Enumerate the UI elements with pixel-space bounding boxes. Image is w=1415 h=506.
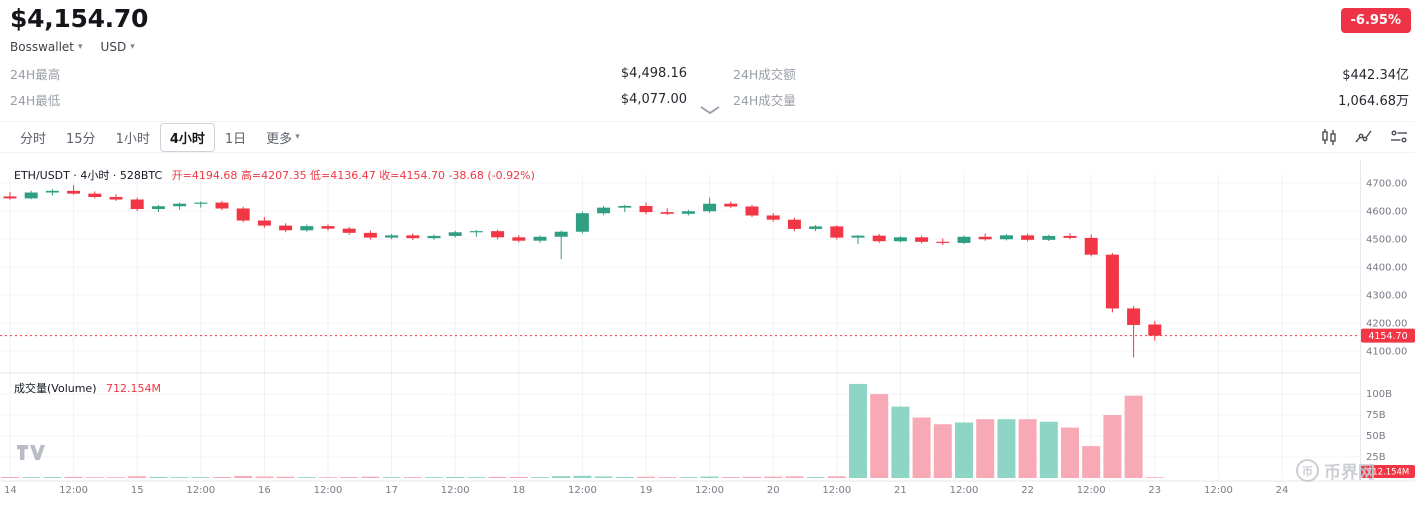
stats-panel: 24H最高 $4,498.16 24H成交额 $442.34亿 24H最低 $4… — [10, 64, 1409, 109]
svg-text:4100.00: 4100.00 — [1366, 347, 1407, 358]
svg-text:19: 19 — [640, 485, 653, 496]
svg-text:23: 23 — [1148, 485, 1161, 496]
svg-text:4500.00: 4500.00 — [1366, 235, 1407, 246]
svg-text:4700.00: 4700.00 — [1366, 179, 1407, 190]
wallet-selector[interactable]: Bosswallet ▾ — [10, 40, 83, 54]
stat-24h-low: 24H最低 $4,077.00 — [10, 90, 687, 109]
svg-text:50B: 50B — [1366, 431, 1386, 442]
svg-text:25B: 25B — [1366, 452, 1386, 463]
volume-legend: 成交量(Volume) 712.154M — [14, 380, 161, 396]
chevron-down-icon — [700, 106, 720, 115]
svg-text:12:00: 12:00 — [441, 485, 470, 496]
stat-24h-high: 24H最高 $4,498.16 — [10, 64, 687, 83]
chevron-down-icon: ▾ — [78, 42, 83, 52]
tab-label: 4小时 — [169, 131, 205, 147]
tab-interval-time[interactable]: 分时 — [10, 123, 56, 152]
svg-text:4154.70: 4154.70 — [1368, 331, 1407, 342]
svg-text:4200.00: 4200.00 — [1366, 319, 1407, 330]
svg-text:18: 18 — [512, 485, 525, 496]
chart-settings-icon[interactable] — [1389, 127, 1409, 147]
svg-text:15: 15 — [131, 485, 144, 496]
tab-label: 分时 — [20, 131, 47, 147]
tab-label: 15分 — [66, 131, 96, 147]
svg-text:4600.00: 4600.00 — [1366, 207, 1407, 218]
stat-value: $442.34亿 — [1342, 68, 1409, 83]
wallet-selector-label: Bosswallet — [10, 40, 75, 54]
svg-text:4400.00: 4400.00 — [1366, 263, 1407, 274]
svg-text:12:00: 12:00 — [186, 485, 215, 496]
tab-interval-1h[interactable]: 1小时 — [106, 123, 160, 152]
svg-text:12:00: 12:00 — [1077, 485, 1106, 496]
chart-area: 4700.00 4600.00 4500.00 4400.00 4300.00 4200.… — [0, 160, 1415, 506]
source-selectors: Bosswallet ▾ USD ▾ — [10, 40, 135, 54]
stat-label: 24H最高 — [10, 67, 61, 82]
tab-interval-4h-active[interactable]: 4小时 — [159, 122, 215, 152]
svg-text:712.154M: 712.154M — [1367, 468, 1409, 478]
stat-label: 24H成交量 — [733, 93, 796, 108]
current-price: $4,154.70 — [10, 4, 149, 33]
ohlc-readout: ETH/USDT · 4小时 · 528BTC 开=4194.68 高=4207… — [14, 167, 535, 183]
stat-24h-amount: 24H成交额 $442.34亿 — [687, 64, 1409, 83]
svg-text:12:00: 12:00 — [822, 485, 851, 496]
tab-more-intervals[interactable]: 更多 ▾ — [256, 123, 310, 152]
svg-text:12:00: 12:00 — [59, 485, 88, 496]
svg-text:12:00: 12:00 — [568, 485, 597, 496]
svg-text:20: 20 — [767, 485, 780, 496]
price-volume-chart[interactable]: 4700.00 4600.00 4500.00 4400.00 4300.00 4200.… — [0, 160, 1415, 506]
collapse-stats-button[interactable] — [697, 101, 723, 115]
ohlc-values: 开=4194.68 高=4207.35 低=4136.47 收=4154.70 … — [171, 169, 535, 182]
stat-24h-volume: 24H成交量 1,064.68万 — [687, 90, 1409, 109]
interval-toolbar: 分时 15分 1小时 4小时 1日 更多 ▾ — [0, 121, 1415, 153]
svg-text:100B: 100B — [1366, 389, 1392, 400]
svg-text:17: 17 — [385, 485, 398, 496]
svg-text:14: 14 — [4, 485, 17, 496]
symbol-info: ETH/USDT · 4小时 · 528BTC — [14, 169, 163, 182]
tab-label: 1日 — [224, 131, 247, 147]
stat-value: $4,498.16 — [620, 66, 687, 81]
svg-text:12:00: 12:00 — [314, 485, 343, 496]
volume-legend-label: 成交量(Volume) — [14, 382, 97, 395]
svg-text:12:00: 12:00 — [695, 485, 724, 496]
chevron-down-icon: ▾ — [295, 132, 300, 142]
currency-selector[interactable]: USD ▾ — [101, 40, 135, 54]
tab-label: 更多 — [266, 131, 293, 147]
chevron-down-icon: ▾ — [130, 42, 135, 52]
chart-tools — [1319, 122, 1409, 152]
svg-text:21: 21 — [894, 485, 907, 496]
svg-text:22: 22 — [1021, 485, 1034, 496]
tradingview-logo-icon[interactable] — [16, 444, 46, 465]
svg-text:24: 24 — [1276, 485, 1289, 496]
stat-label: 24H最低 — [10, 93, 61, 108]
change-badge: -6.95% — [1340, 8, 1411, 33]
svg-text:75B: 75B — [1366, 410, 1386, 421]
tab-interval-15m[interactable]: 15分 — [56, 123, 106, 152]
stat-value: 1,064.68万 — [1338, 94, 1409, 109]
candlestick-style-icon[interactable] — [1319, 127, 1339, 147]
tab-interval-1d[interactable]: 1日 — [215, 123, 256, 152]
svg-text:12:00: 12:00 — [1204, 485, 1233, 496]
svg-text:4300.00: 4300.00 — [1366, 291, 1407, 302]
stat-label: 24H成交额 — [733, 67, 796, 82]
indicators-icon[interactable] — [1354, 127, 1374, 147]
volume-legend-value: 712.154M — [106, 382, 161, 395]
svg-text:12:00: 12:00 — [950, 485, 979, 496]
stat-value: $4,077.00 — [620, 92, 687, 107]
svg-text:16: 16 — [258, 485, 271, 496]
currency-selector-label: USD — [100, 40, 127, 54]
tab-label: 1小时 — [115, 131, 150, 147]
